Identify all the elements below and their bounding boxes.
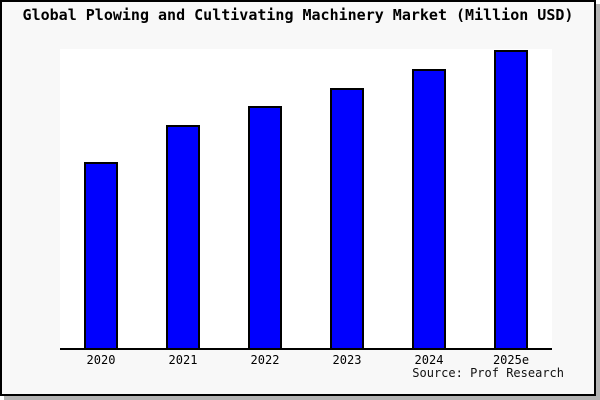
x-tick-label-2022: 2022 <box>250 353 280 367</box>
bar-2022 <box>248 106 282 348</box>
plot-area <box>60 49 552 350</box>
x-tick-label-2024: 2024 <box>414 353 444 367</box>
x-axis-labels: 2020 2021 2022 2023 2024 2025e <box>60 353 552 369</box>
bar-2021 <box>166 125 200 348</box>
x-tick-label-2023: 2023 <box>332 353 362 367</box>
x-tick-label-2025e: 2025e <box>492 353 530 367</box>
source-note: Source: Prof Research <box>412 366 564 380</box>
x-tick-label-2021: 2021 <box>168 353 198 367</box>
bar-2023 <box>330 88 364 348</box>
x-tick-label-2020: 2020 <box>86 353 116 367</box>
chart-title: Global Plowing and Cultivating Machinery… <box>22 6 574 24</box>
bar-2025e <box>494 50 528 348</box>
bar-2020 <box>84 162 118 348</box>
bar-2024 <box>412 69 446 348</box>
